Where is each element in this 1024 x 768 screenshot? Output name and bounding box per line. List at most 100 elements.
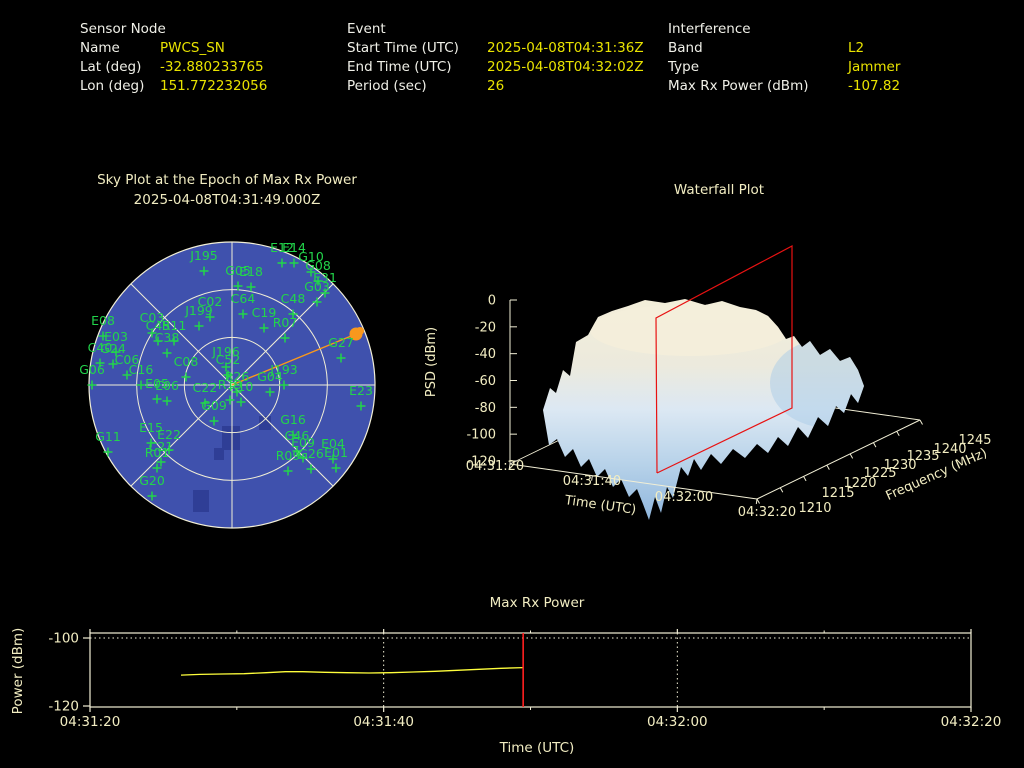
satellite-marker [103,447,113,457]
satellite-C02: C02 [198,294,222,322]
satellite-label: C48 [281,291,306,306]
interference-bearing-line [231,333,357,386]
azimuth-spoke [231,384,334,487]
satellite-marker [136,380,146,390]
satellite-G04: G04 [257,369,283,397]
x-tick-label: 04:31:40 [353,714,414,730]
satellite-C21: C21 [149,439,173,467]
event-end-label: End Time (UTC) [347,59,452,75]
satellite-marker [221,362,231,372]
satellite-label: G06 [80,362,105,377]
satellite-label: E23 [349,383,373,398]
satellite-marker [238,309,248,319]
satellite-label: R10 [229,379,254,394]
psd-tick-label: -40 [475,347,496,362]
satellite-J196: J196 [211,344,240,372]
satellite-E04: E04 [321,436,345,464]
sensor-lon-label: Lon (deg) [80,78,145,94]
event-start-value: 2025-04-08T04:31:36Z [487,40,644,56]
satellite-label: E22 [157,427,181,442]
satellite-E03: E03 [104,329,128,357]
satellite-R19: R19 [218,377,242,405]
satellite-E08: E08 [91,313,115,341]
satellite-R26: R26 [225,369,250,397]
time-tick-label-3d: 04:31:40 [563,474,621,489]
event-period-label: Period (sec) [347,78,427,94]
satellite-label: C64 [231,291,256,306]
power-plot-title: Max Rx Power [489,595,585,611]
satellite-marker [205,312,215,322]
interference-title: Interference [668,21,751,37]
satellite-label: G05 [225,263,251,278]
satellite-E06: E06 [155,378,179,406]
satellite-marker [152,394,162,404]
satellite-marker [95,358,105,368]
satellite-G27: G27 [328,335,354,363]
satellite-marker [108,359,118,369]
psd-tick-label: -120 [466,454,496,469]
satellite-marker [98,331,108,341]
satellite-marker [164,445,174,455]
frequency-tick [803,476,807,482]
satellite-marker [292,446,302,456]
sky-patch [222,426,240,450]
sky-plot-title-line2: 2025-04-08T04:31:49.000Z [133,192,321,208]
interference-type-label: Type [668,59,700,75]
satellite-marker [306,464,316,474]
time-tick-3d [508,463,511,470]
frequency-tick-label: 1215 [821,486,854,501]
time-tick-3d [755,498,758,505]
satellite-label: R11 [162,318,187,333]
satellite-C06: C06 [115,352,139,380]
time-tick-label-3d: 04:32:00 [655,490,713,505]
satellite-label: E01 [324,445,348,460]
satellite-label: R09 [276,448,301,463]
satellite-C52: C52 [216,352,240,380]
satellite-label: C08 [174,354,199,369]
satellite-label: E03 [104,329,128,344]
y-tick-label: -100 [48,631,79,647]
satellite-label: R26 [225,369,250,384]
satellite-C38: C38 [155,330,179,358]
satellite-label: J195 [189,248,218,263]
satellite-label: E15 [139,420,163,435]
satellite-G10: G10 [298,249,324,277]
satellite-label: G08 [305,258,331,273]
satellite-marker [223,370,233,380]
x-tick-label: 04:31:20 [60,714,121,730]
frequency-tick-label: 1210 [798,501,831,516]
x-tick-label: 04:32:00 [647,714,708,730]
satellite-G03: G03 [304,279,330,307]
satellite-marker [111,347,121,357]
satellite-E09: E09 [291,435,315,463]
satellite-label: J193 [269,362,298,377]
frequency-tick [779,487,784,493]
satellite-label: G16 [280,412,306,427]
satellite-marker [289,258,299,268]
satellite-marker [259,323,269,333]
satellite-marker [246,282,256,292]
waterfall-svg: 0 -20 -40 -60 -80 -100 -120 PSD (dBm) 04:31:20 04… [424,245,992,520]
time-tick-label-3d: 04:31:20 [466,459,524,474]
satellite-label: E12 [270,240,294,255]
y-tick-label: -120 [48,699,79,715]
frequency-tick-label: 1240 [933,442,966,457]
satellite-G16: G16 [280,412,306,440]
satellite-marker [156,457,166,467]
satellite-R09: R09 [276,448,301,476]
power-axis-label: Power (dBm) [10,628,26,715]
satellite-G05: G05 [225,263,251,291]
satellite-marker [283,466,293,476]
satellite-E18: E18 [239,264,263,292]
time-axis-label-3d: Time (UTC) [563,493,637,518]
satellite-label: E08 [91,313,115,328]
satellite-label: G09 [201,398,227,413]
satellite-R07: R07 [273,315,297,343]
waterfall-title: Waterfall Plot [673,182,765,198]
sensor-lat-value: -32.880233765 [160,59,264,75]
satellite-label: E05 [145,376,169,391]
satellite-marker [288,430,298,440]
event-end-value: 2025-04-08T04:32:02Z [487,59,644,75]
